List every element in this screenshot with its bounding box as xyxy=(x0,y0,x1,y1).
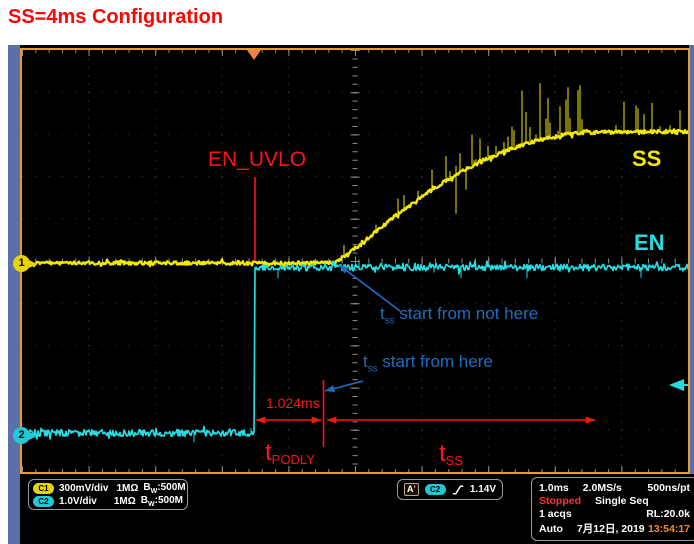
channel2-impedance: 1MΩ xyxy=(113,496,136,507)
channel1-impedance: 1MΩ xyxy=(116,483,139,494)
channel2-badge[interactable]: C2 xyxy=(33,496,54,507)
channel-readout-box[interactable]: C1 300mV/div 1MΩ BW:500M C2 1.0V/div 1MΩ… xyxy=(28,479,188,510)
trigger-source-badge[interactable]: C2 xyxy=(424,484,446,495)
page-title: SS=4ms Configuration xyxy=(8,6,224,28)
sample-rate: 2.0MS/s xyxy=(582,481,622,494)
acq-status: Stopped xyxy=(539,494,581,507)
channel1-marker-label: 1 xyxy=(18,257,25,269)
resolution: 500ns/pt xyxy=(647,481,690,494)
scope-status-bar: C1 300mV/div 1MΩ BW:500M C2 1.0V/div 1MΩ… xyxy=(20,474,694,544)
annotation-tss-not-here: tss start from not here xyxy=(380,304,539,327)
trigger-mode: Auto xyxy=(539,522,563,535)
scope-frame-left xyxy=(8,45,20,544)
rising-edge-icon xyxy=(452,485,463,494)
trigger-readout-box[interactable]: A' C2 1.14V xyxy=(397,479,503,500)
channel2-bandwidth: BW:500M xyxy=(140,495,183,508)
trace-label-en: EN xyxy=(634,230,665,255)
acquisition-readout-box[interactable]: 1.0ms 2.0MS/s 500ns/pt Stopped Single Se… xyxy=(531,477,694,541)
record-length: RL:20.0k xyxy=(646,508,690,521)
date: 7月12日, 2019 xyxy=(576,523,645,536)
waveform-canvas xyxy=(22,50,688,472)
annotation-en-uvlo: EN_UVLO xyxy=(208,148,307,171)
annotation-t-ss: tSS xyxy=(439,440,464,469)
trace-label-ss: SS xyxy=(632,146,662,171)
channel2-scale: 1.0V/div xyxy=(59,496,97,507)
channel1-scale: 300mV/div xyxy=(59,483,109,494)
channel2-marker-label: 2 xyxy=(18,429,25,441)
channel1-readout[interactable]: C1 300mV/div 1MΩ BW:500M xyxy=(33,482,186,495)
acq-count: 1 acqs xyxy=(539,508,572,521)
annotation-t-podly: tPODLY xyxy=(265,439,315,468)
channel2-marker[interactable]: 2 xyxy=(13,427,37,444)
scope-frame-right xyxy=(689,45,694,544)
acq-mode: Single Seq xyxy=(595,494,649,507)
trigger-level: 1.14V xyxy=(469,484,496,495)
channel1-bandwidth: BW:500M xyxy=(143,482,186,495)
timebase: 1.0ms xyxy=(539,481,569,494)
channel1-marker[interactable]: 1 xyxy=(13,255,37,272)
scope-display: 1 2 EN_UVLO SS EN tss start from not her… xyxy=(13,48,690,474)
time: 13:54:17 xyxy=(647,522,690,535)
trigger-a-badge: A' xyxy=(404,483,419,496)
annotation-tss-here: tss start from here xyxy=(363,352,493,375)
annotation-delay-value: 1.024ms xyxy=(266,395,320,411)
channel1-badge[interactable]: C1 xyxy=(33,483,54,494)
oscilloscope-window: 1 2 EN_UVLO SS EN tss start from not her… xyxy=(8,45,694,544)
channel2-readout[interactable]: C2 1.0V/div 1MΩ BW:500M xyxy=(33,495,183,508)
